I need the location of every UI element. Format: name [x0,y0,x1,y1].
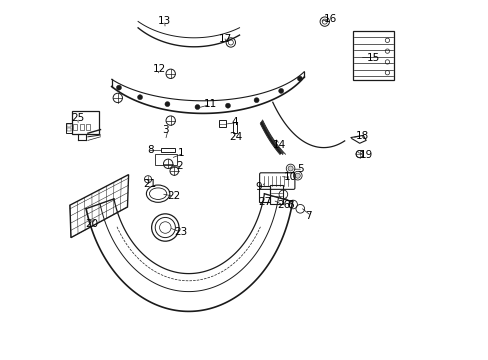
Text: 26: 26 [276,200,289,210]
Text: 25: 25 [71,113,84,123]
Text: 5: 5 [296,164,303,174]
Text: 14: 14 [273,140,286,150]
Text: 16: 16 [323,14,336,24]
Text: 17: 17 [218,34,231,44]
Circle shape [116,85,121,90]
Text: 24: 24 [229,132,242,142]
Text: 27: 27 [258,197,271,207]
Text: 13: 13 [158,16,171,26]
Text: 6: 6 [286,200,293,210]
Circle shape [254,98,259,103]
Text: 23: 23 [174,227,187,237]
Text: 11: 11 [204,99,217,109]
Circle shape [278,89,283,94]
Text: 3: 3 [162,125,168,135]
Text: 20: 20 [85,219,98,229]
Text: 19: 19 [359,150,372,160]
Text: 12: 12 [152,64,165,74]
Circle shape [295,173,300,178]
Circle shape [195,104,200,109]
Text: 18: 18 [355,131,368,141]
Circle shape [137,95,142,100]
Text: 22: 22 [167,191,180,201]
Text: 8: 8 [147,145,153,156]
Circle shape [225,103,230,108]
Circle shape [287,166,292,171]
Text: 9: 9 [255,182,262,192]
Text: 4: 4 [231,117,238,127]
Text: 15: 15 [366,53,379,63]
Circle shape [164,102,170,107]
Text: 1: 1 [178,148,184,158]
Text: 21: 21 [142,179,156,189]
Circle shape [297,76,302,81]
Text: 2: 2 [176,161,183,171]
Text: 7: 7 [305,211,311,221]
Text: 10: 10 [283,172,296,183]
